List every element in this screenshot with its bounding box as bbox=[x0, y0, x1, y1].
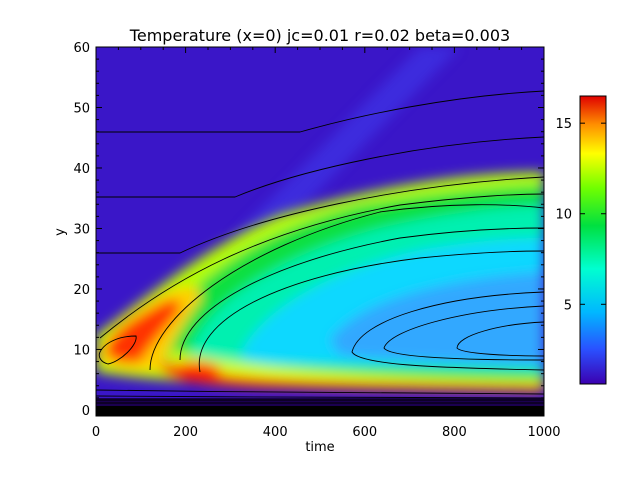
y-axis: 0 10 20 30 40 50 60 bbox=[73, 41, 544, 419]
y-tick-label: 40 bbox=[73, 162, 90, 177]
contour-lines bbox=[96, 90, 544, 404]
y-axis-label: y bbox=[53, 228, 68, 236]
contour-line bbox=[96, 395, 544, 399]
y-tick-label: 30 bbox=[73, 222, 90, 237]
colorbar-tick-label: 15 bbox=[555, 117, 572, 132]
heatmap-field bbox=[96, 47, 544, 416]
contour-line bbox=[96, 90, 544, 133]
contour-line bbox=[98, 335, 137, 365]
y-tick-label: 50 bbox=[73, 101, 90, 116]
x-axis: 0 200 400 600 800 1000 bbox=[92, 47, 561, 440]
x-tick-label: 1000 bbox=[527, 425, 560, 440]
heatmap-hot-band bbox=[162, 360, 544, 392]
contour-line bbox=[149, 204, 544, 371]
x-tick-label: 600 bbox=[352, 425, 377, 440]
colorbar-tick-label: 5 bbox=[564, 298, 572, 313]
heatmap-early-hot-core bbox=[105, 299, 181, 363]
contour-line bbox=[198, 250, 544, 373]
x-axis-label: time bbox=[305, 440, 334, 455]
heatmap-bottom-black bbox=[96, 406, 544, 416]
heatmap-front-streak bbox=[230, 47, 460, 250]
chart-title: Temperature (x=0) jc=0.01 r=0.02 beta=0.… bbox=[129, 26, 510, 45]
heatmap-band-lightblue bbox=[330, 272, 544, 365]
contour-line bbox=[383, 305, 544, 361]
x-tick-label: 800 bbox=[442, 425, 467, 440]
contour-line bbox=[96, 389, 544, 395]
contour-line bbox=[179, 227, 544, 361]
colorbar bbox=[579, 95, 607, 385]
y-tick-label: 20 bbox=[73, 283, 90, 298]
heatmap-red-spot bbox=[169, 362, 221, 382]
contour-line bbox=[96, 176, 544, 254]
colorbar-tick-label: 10 bbox=[555, 208, 572, 223]
contour-line bbox=[456, 321, 544, 357]
x-tick-label: 0 bbox=[92, 425, 100, 440]
x-tick-label: 400 bbox=[263, 425, 288, 440]
x-tick-label: 200 bbox=[173, 425, 198, 440]
y-tick-label: 0 bbox=[82, 404, 90, 419]
y-tick-label: 10 bbox=[73, 343, 90, 358]
contour-line bbox=[96, 136, 544, 198]
contour-line bbox=[99, 193, 544, 339]
colorbar-axis: 5 10 15 bbox=[555, 117, 606, 313]
contour-line bbox=[351, 291, 544, 371]
y-tick-label: 60 bbox=[73, 41, 90, 56]
